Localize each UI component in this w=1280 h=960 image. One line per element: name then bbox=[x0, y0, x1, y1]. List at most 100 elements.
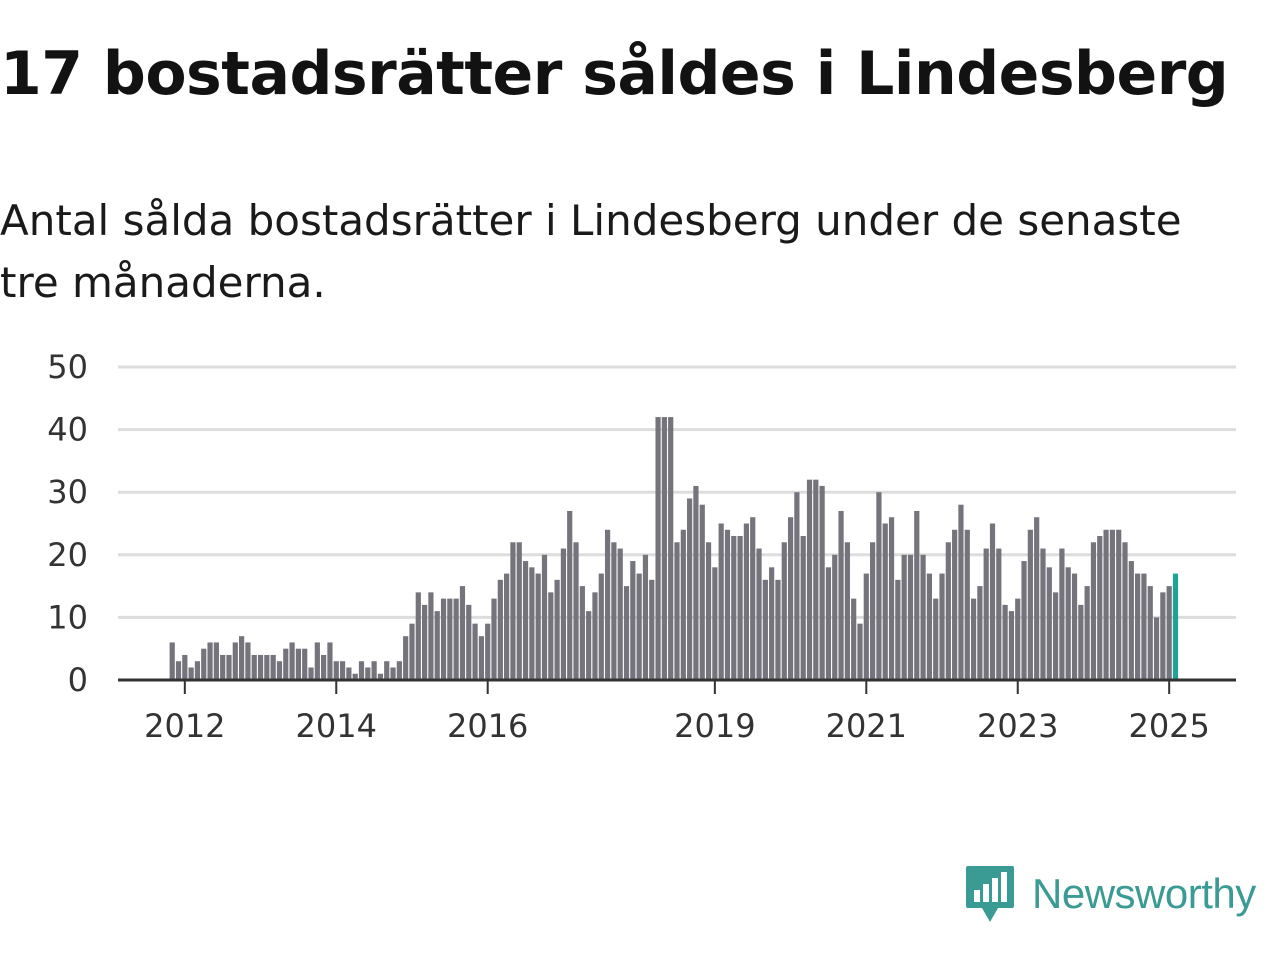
bar bbox=[1153, 617, 1160, 680]
bar bbox=[705, 542, 712, 680]
bar bbox=[806, 479, 813, 680]
y-tick-label: 10 bbox=[47, 598, 88, 636]
x-tick-label: 2016 bbox=[447, 707, 528, 745]
bar bbox=[321, 654, 327, 680]
bar bbox=[800, 536, 806, 680]
bar bbox=[901, 554, 907, 680]
bar bbox=[175, 661, 182, 680]
bar bbox=[516, 542, 522, 680]
y-tick-label: 20 bbox=[47, 536, 88, 574]
bar bbox=[863, 573, 869, 680]
bar bbox=[630, 561, 636, 680]
bar bbox=[276, 661, 283, 680]
bar bbox=[535, 573, 541, 680]
bar bbox=[485, 623, 491, 680]
bar bbox=[958, 504, 964, 680]
bar bbox=[882, 523, 888, 680]
bar bbox=[510, 542, 516, 680]
bar bbox=[952, 529, 958, 680]
bar bbox=[964, 529, 970, 680]
bar bbox=[232, 642, 238, 680]
bar-highlight bbox=[1172, 573, 1179, 680]
chart-title: 17 bostadsrätter såldes i Lindesberg bbox=[0, 39, 1229, 109]
bar bbox=[1103, 529, 1109, 680]
bar bbox=[1071, 573, 1078, 680]
bar bbox=[1109, 529, 1115, 680]
bar bbox=[668, 417, 674, 680]
bar bbox=[188, 667, 194, 680]
bar bbox=[478, 636, 484, 680]
bar bbox=[933, 598, 939, 680]
bar bbox=[680, 529, 686, 680]
bar bbox=[586, 611, 592, 680]
bar bbox=[996, 548, 1002, 680]
bar bbox=[434, 611, 440, 680]
bar bbox=[522, 561, 529, 680]
bar bbox=[914, 510, 920, 680]
bar bbox=[453, 598, 459, 680]
bar bbox=[567, 510, 573, 680]
bar bbox=[743, 523, 750, 680]
bar bbox=[220, 654, 226, 680]
bar bbox=[447, 598, 453, 680]
bar bbox=[352, 673, 358, 680]
x-tick-label: 2019 bbox=[674, 707, 755, 745]
y-tick-label: 0 bbox=[68, 661, 88, 699]
bar bbox=[819, 485, 825, 680]
bar bbox=[390, 667, 396, 680]
bar bbox=[302, 648, 308, 680]
bar bbox=[548, 592, 554, 680]
bar bbox=[579, 586, 585, 680]
bar bbox=[611, 542, 617, 680]
bar bbox=[649, 579, 655, 680]
bar bbox=[554, 579, 560, 680]
bar bbox=[737, 536, 743, 680]
x-tick-label: 2023 bbox=[977, 707, 1058, 745]
bar bbox=[844, 542, 850, 680]
bar bbox=[201, 648, 207, 680]
bar bbox=[851, 598, 857, 680]
bar bbox=[636, 573, 642, 680]
bar bbox=[661, 417, 667, 680]
bar bbox=[989, 523, 996, 680]
bar bbox=[283, 648, 289, 680]
bar bbox=[876, 492, 882, 680]
bar bbox=[983, 548, 989, 680]
bar bbox=[182, 654, 188, 680]
bar bbox=[422, 604, 428, 680]
bar bbox=[724, 529, 731, 680]
bar bbox=[598, 573, 604, 680]
bar bbox=[693, 485, 699, 680]
bar bbox=[945, 542, 951, 680]
bar bbox=[1059, 548, 1065, 680]
bar bbox=[781, 542, 787, 680]
bar bbox=[1166, 586, 1172, 680]
bar bbox=[251, 654, 257, 680]
bar bbox=[1141, 573, 1147, 680]
newsworthy-logo-text: Newsworthy bbox=[1032, 870, 1256, 917]
bar bbox=[1122, 542, 1128, 680]
bar bbox=[623, 586, 630, 680]
bar bbox=[560, 548, 567, 680]
y-tick-label: 40 bbox=[47, 411, 88, 449]
bar bbox=[245, 642, 251, 680]
bar bbox=[384, 661, 390, 680]
bar bbox=[226, 654, 232, 680]
bar bbox=[264, 654, 270, 680]
bar bbox=[1116, 529, 1122, 680]
bar bbox=[1147, 586, 1153, 680]
bar bbox=[1053, 592, 1059, 680]
bar bbox=[731, 536, 737, 680]
x-tick-label: 2021 bbox=[826, 707, 907, 745]
bar bbox=[1128, 561, 1134, 680]
bar bbox=[365, 667, 371, 680]
bar bbox=[907, 554, 914, 680]
bar bbox=[529, 567, 535, 680]
bar bbox=[1040, 548, 1046, 680]
bar bbox=[257, 654, 264, 680]
bar bbox=[1078, 604, 1084, 680]
data-labels: 17 bbox=[1162, 330, 1213, 343]
bar bbox=[825, 567, 832, 680]
bar bbox=[920, 554, 926, 680]
data-label: 17 bbox=[1166, 330, 1209, 339]
